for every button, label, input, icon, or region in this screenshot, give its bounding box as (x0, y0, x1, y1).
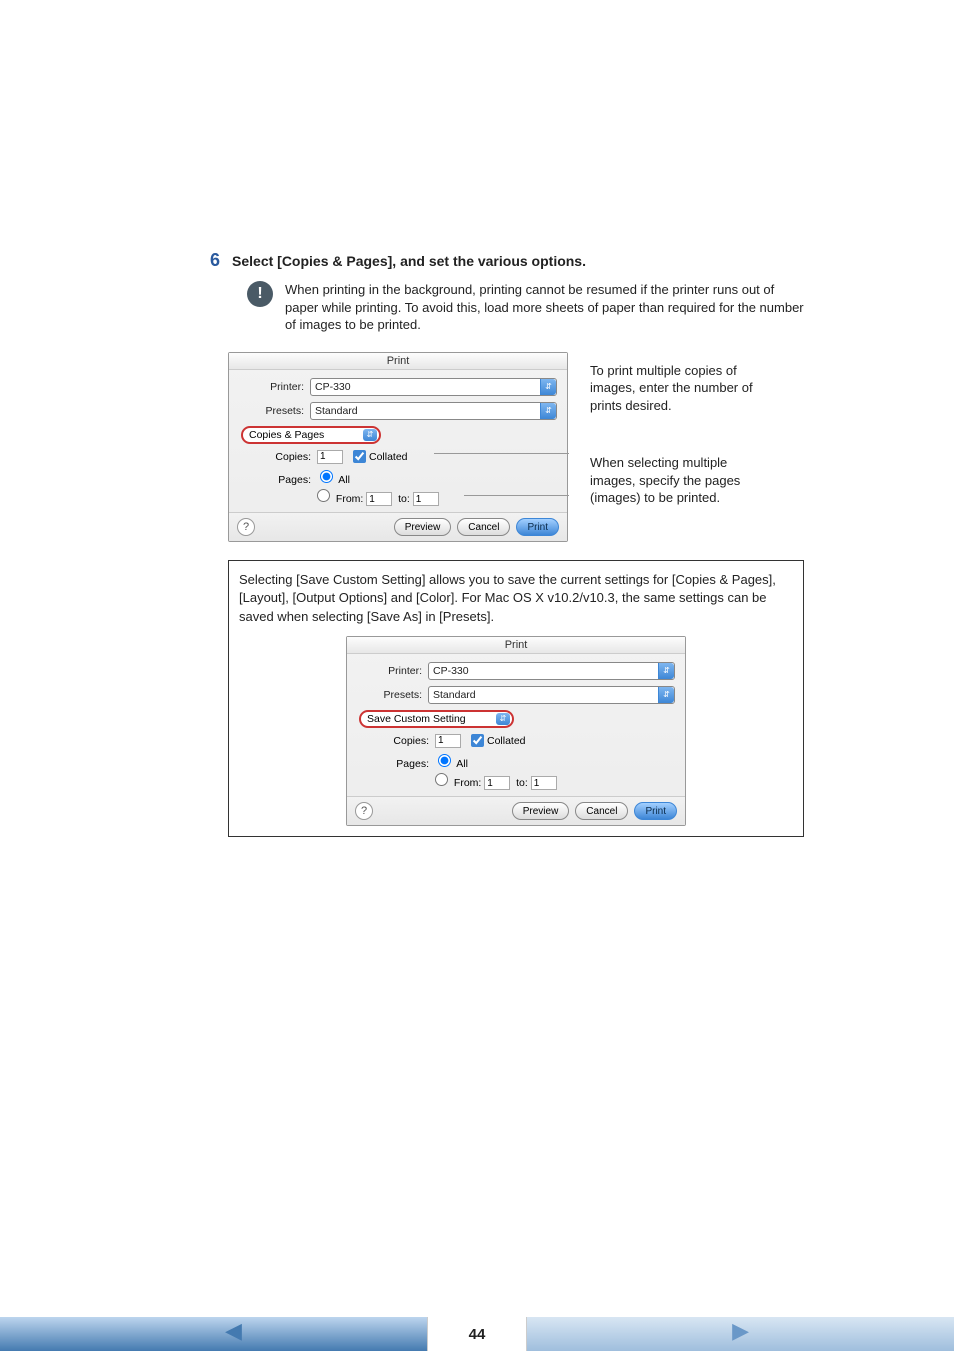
caption-copies: To print multiple copies of images, ente… (590, 362, 755, 415)
pages-from-radio[interactable] (435, 773, 448, 786)
collated-label: Collated (487, 735, 526, 747)
step-heading: Select [Copies & Pages], and set the var… (232, 253, 586, 269)
dropdown-caret-icon: ⇵ (363, 429, 377, 441)
copies-label: Copies: (269, 451, 311, 463)
to-input[interactable] (531, 776, 557, 790)
pages-all-radio[interactable] (438, 754, 451, 767)
section-select-highlighted[interactable]: Save Custom Setting ⇵ (359, 710, 514, 728)
collated-checkbox[interactable] (353, 450, 366, 463)
print-dialog-2: Print Printer: CP-330 ⇵ Presets: Standar… (346, 636, 686, 827)
callout-line (464, 495, 569, 496)
from-input[interactable] (484, 776, 510, 790)
printer-select[interactable]: CP-330 ⇵ (428, 662, 675, 680)
printer-label: Printer: (239, 381, 304, 393)
presets-select[interactable]: Standard ⇵ (310, 402, 557, 420)
printer-label: Printer: (357, 665, 422, 677)
presets-select[interactable]: Standard ⇵ (428, 686, 675, 704)
to-input[interactable] (413, 492, 439, 506)
copies-input[interactable] (317, 450, 343, 464)
pages-label: Pages: (269, 474, 311, 486)
copies-input[interactable] (435, 734, 461, 748)
cancel-button[interactable]: Cancel (575, 802, 628, 820)
dialog-title: Print (229, 353, 567, 370)
dialog-title: Print (347, 637, 685, 654)
presets-value: Standard (315, 405, 358, 417)
from-label: From: (336, 493, 363, 505)
important-icon: ! (247, 281, 273, 307)
pages-label: Pages: (387, 758, 429, 770)
info-box: Selecting [Save Custom Setting] allows y… (228, 560, 804, 837)
page-number: 44 (469, 1326, 486, 1343)
print-button[interactable]: Print (634, 802, 677, 820)
section-value: Copies & Pages (249, 429, 324, 441)
pages-from-radio[interactable] (317, 489, 330, 502)
presets-label: Presets: (357, 689, 422, 701)
printer-value: CP-330 (315, 381, 351, 393)
step-number: 6 (210, 250, 220, 271)
collated-label: Collated (369, 451, 408, 463)
presets-label: Presets: (239, 405, 304, 417)
to-label: to: (398, 493, 410, 505)
to-label: to: (516, 777, 528, 789)
from-input[interactable] (366, 492, 392, 506)
section-select-highlighted[interactable]: Copies & Pages ⇵ (241, 426, 381, 444)
page-footer-bar: 44 (0, 1317, 954, 1351)
cancel-button[interactable]: Cancel (457, 518, 510, 536)
note-text: When printing in the background, printin… (285, 281, 804, 334)
dropdown-caret-icon: ⇵ (658, 687, 674, 703)
printer-select[interactable]: CP-330 ⇵ (310, 378, 557, 396)
preview-button[interactable]: Preview (512, 802, 570, 820)
next-page-arrow-icon[interactable]: ▶ (732, 1318, 749, 1344)
print-button[interactable]: Print (516, 518, 559, 536)
help-button[interactable]: ? (237, 518, 255, 536)
printer-value: CP-330 (433, 665, 469, 677)
from-label: From: (454, 777, 481, 789)
collated-checkbox[interactable] (471, 734, 484, 747)
caption-pages: When selecting multiple images, specify … (590, 454, 755, 507)
copies-label: Copies: (387, 735, 429, 747)
prev-page-arrow-icon[interactable]: ◀ (225, 1318, 242, 1344)
dropdown-caret-icon: ⇵ (658, 663, 674, 679)
section-value: Save Custom Setting (367, 713, 466, 725)
pages-all-radio[interactable] (320, 470, 333, 483)
presets-value: Standard (433, 689, 476, 701)
all-label: All (456, 758, 468, 770)
dropdown-caret-icon: ⇵ (540, 403, 556, 419)
note-callout: ! When printing in the background, print… (247, 281, 804, 334)
dropdown-caret-icon: ⇵ (540, 379, 556, 395)
all-label: All (338, 474, 350, 486)
dropdown-caret-icon: ⇵ (496, 713, 510, 725)
help-button[interactable]: ? (355, 802, 373, 820)
preview-button[interactable]: Preview (394, 518, 452, 536)
print-dialog-1: Print Printer: CP-330 ⇵ Presets: Standar… (228, 352, 568, 543)
info-text: Selecting [Save Custom Setting] allows y… (239, 571, 793, 626)
callout-line (434, 453, 569, 454)
